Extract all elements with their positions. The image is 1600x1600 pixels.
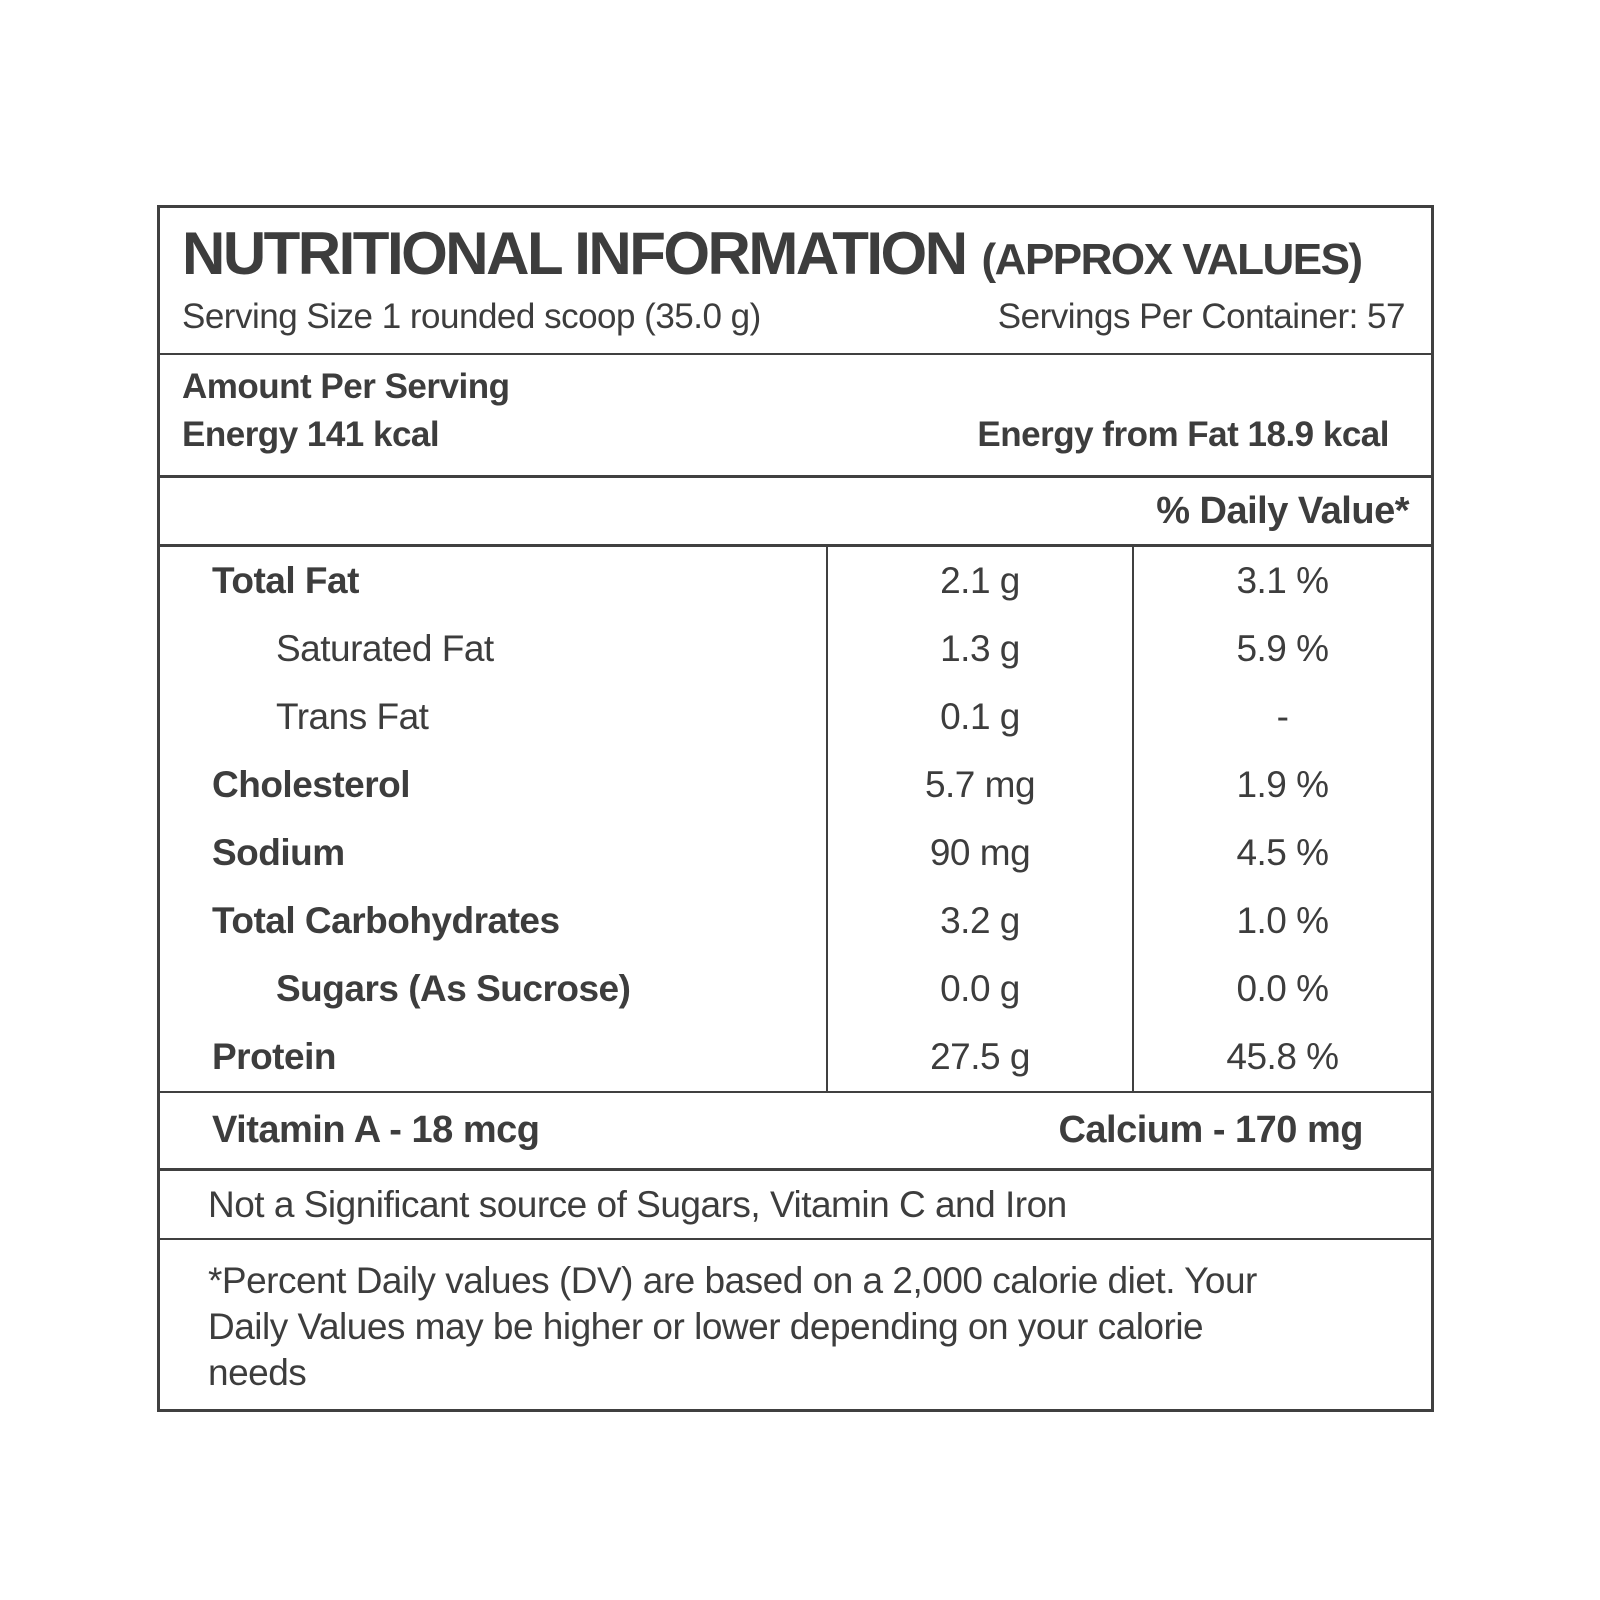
serving-size: Serving Size 1 rounded scoop (35.0 g) xyxy=(182,297,761,336)
vitamins-row: Vitamin A - 18 mcg Calcium - 170 mg xyxy=(160,1091,1431,1168)
label-title-suffix: (APPROX VALUES) xyxy=(981,235,1364,284)
vitamin-a-value: Vitamin A - 18 mcg xyxy=(212,1109,540,1151)
calcium-value: Calcium - 170 mg xyxy=(1058,1109,1363,1151)
nutrient-name: Protein xyxy=(212,1036,336,1077)
nutrient-daily-value: 1.9 % xyxy=(1132,751,1431,819)
not-significant-text: Not a Significant source of Sugars, Vita… xyxy=(208,1183,1067,1225)
nutrient-name: Total Carbohydrates xyxy=(212,900,560,941)
nutrient-daily-value: 4.5 % xyxy=(1132,819,1431,887)
nutrient-daily-value: 3.1 % xyxy=(1132,547,1431,615)
nutrient-amount: 0.0 g xyxy=(826,955,1132,1023)
energy-line: Energy 141 kcal Energy from Fat 18.9 kca… xyxy=(182,415,1405,455)
serving-line: Serving Size 1 rounded scoop (35.0 g) Se… xyxy=(182,297,1406,337)
servings-per-container: Servings Per Container: 57 xyxy=(997,297,1406,336)
nutrient-amount: 2.1 g xyxy=(826,547,1132,615)
footnote-line: *Percent Daily values (DV) are based on … xyxy=(208,1260,1257,1301)
footnote-line: needs xyxy=(208,1352,307,1393)
footnote-line: Daily Values may be higher or lower depe… xyxy=(208,1306,1204,1347)
nutrient-daily-value: 45.8 % xyxy=(1132,1023,1431,1091)
not-significant-row: Not a Significant source of Sugars, Vita… xyxy=(160,1168,1431,1238)
nutrient-daily-value: 5.9 % xyxy=(1132,615,1431,683)
nutrient-amount: 90 mg xyxy=(826,819,1132,887)
energy-value: Energy 141 kcal xyxy=(182,415,440,454)
nutrient-name: Trans Fat xyxy=(276,696,429,737)
nutrient-name: Sugars (As Sucrose) xyxy=(276,968,631,1009)
nutrient-table: Total Fat 2.1 g 3.1 % Saturated Fat 1.3 … xyxy=(160,544,1431,1091)
nutrient-amount: 5.7 mg xyxy=(826,751,1132,819)
energy-section: Amount Per Serving Energy 141 kcal Energ… xyxy=(160,353,1431,475)
label-header: NUTRITIONAL INFORMATION (APPROX VALUES) … xyxy=(160,208,1431,353)
daily-value-header-row: % Daily Value* xyxy=(160,475,1431,544)
nutrient-amount: 27.5 g xyxy=(826,1023,1132,1091)
nutrient-amount: 0.1 g xyxy=(826,683,1132,751)
title-line: NUTRITIONAL INFORMATION (APPROX VALUES) xyxy=(182,224,1405,285)
amount-per-serving: Amount Per Serving xyxy=(182,367,510,406)
daily-value-header: % Daily Value* xyxy=(1156,489,1409,532)
nutrient-amount: 3.2 g xyxy=(826,887,1132,955)
nutrient-daily-value: - xyxy=(1132,683,1431,751)
energy-from-fat: Energy from Fat 18.9 kcal xyxy=(977,415,1389,454)
nutrition-label: NUTRITIONAL INFORMATION (APPROX VALUES) … xyxy=(157,205,1434,1412)
footnote: *Percent Daily values (DV) are based on … xyxy=(160,1238,1431,1409)
nutrient-name: Total Fat xyxy=(212,560,359,601)
nutrient-daily-value: 0.0 % xyxy=(1132,955,1431,1023)
nutrient-name: Saturated Fat xyxy=(276,628,494,669)
nutrient-amount: 1.3 g xyxy=(826,615,1132,683)
label-title: NUTRITIONAL INFORMATION xyxy=(182,220,968,287)
nutrient-daily-value: 1.0 % xyxy=(1132,887,1431,955)
nutrient-name: Cholesterol xyxy=(212,764,411,805)
nutrient-name: Sodium xyxy=(212,832,345,873)
